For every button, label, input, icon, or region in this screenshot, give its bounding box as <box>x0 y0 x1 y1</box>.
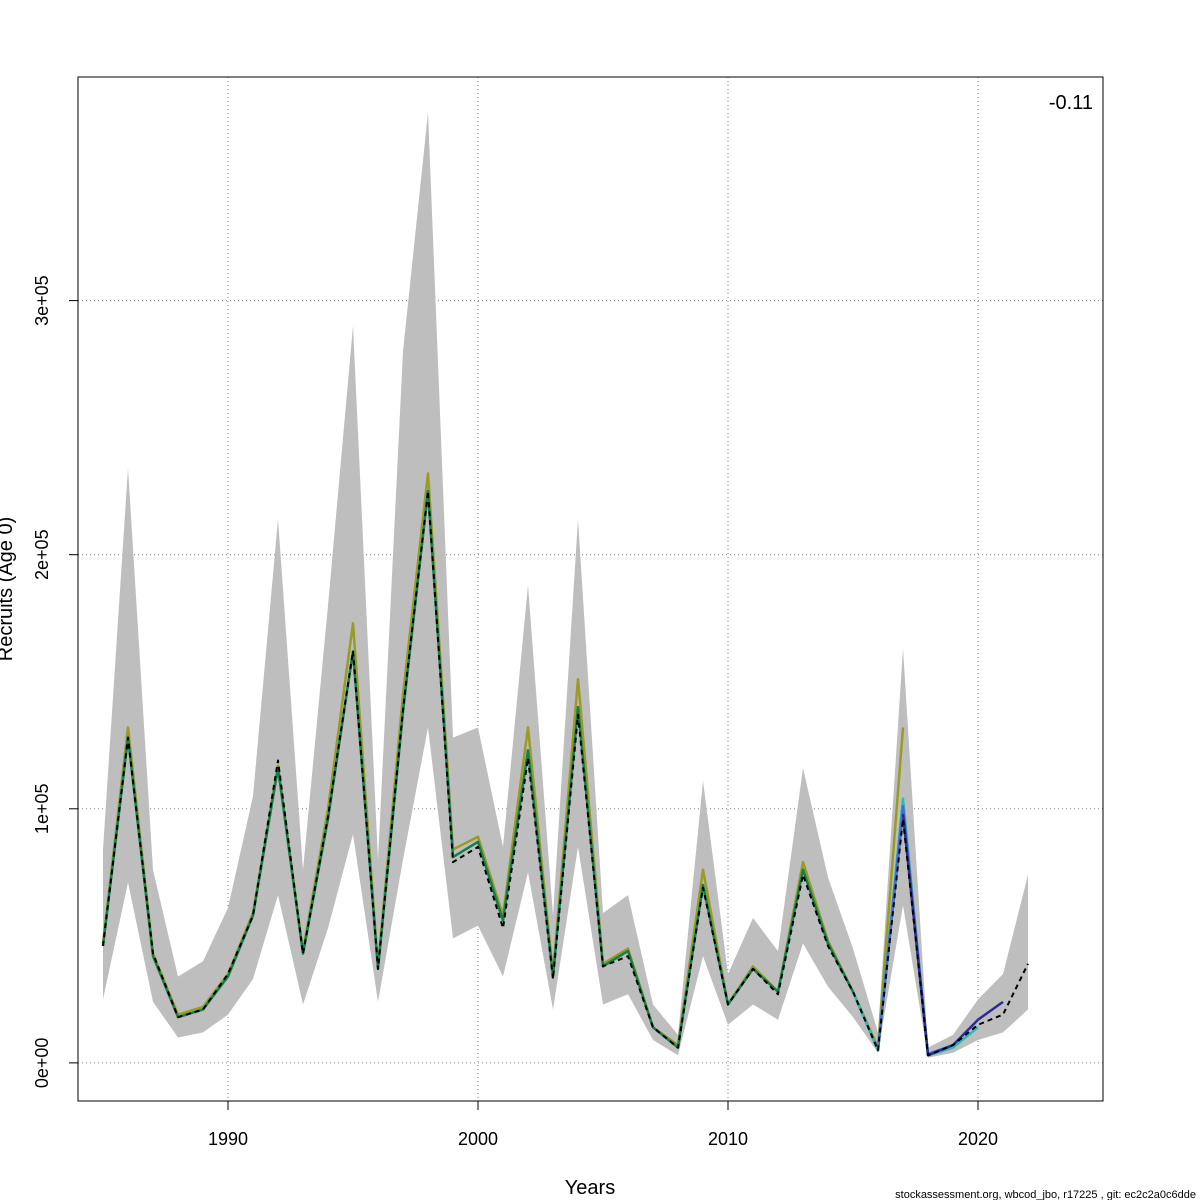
corner-annotation: -0.11 <box>1049 92 1093 114</box>
series-layer <box>101 472 1029 1057</box>
confidence-band <box>103 112 1028 1058</box>
x-tick-label: 2000 <box>458 1129 498 1149</box>
y-axis-title: Recruits (Age 0) <box>0 517 17 662</box>
y-tick-label: 0e+00 <box>32 1038 52 1089</box>
x-tick-label: 2010 <box>708 1129 748 1149</box>
series-line-base <box>102 490 1029 1057</box>
y-axis: 0e+00 1e+05 2e+05 3e+05 <box>32 275 78 1088</box>
x-tick-label: 2020 <box>958 1129 998 1149</box>
y-tick-label: 3e+05 <box>32 275 52 326</box>
y-tick-label: 1e+05 <box>32 784 52 835</box>
x-tick-label: 1990 <box>208 1129 248 1149</box>
footer-credit: stockassessment.org, wbcod_jbo, r17225 ,… <box>895 1189 1196 1200</box>
y-tick-label: 2e+05 <box>32 529 52 580</box>
plot-frame <box>77 76 1104 1102</box>
x-axis-title: Years <box>565 1177 615 1199</box>
x-axis: 1990 2000 2010 2020 <box>208 1101 998 1149</box>
confidence-band-layer <box>103 112 1028 1058</box>
